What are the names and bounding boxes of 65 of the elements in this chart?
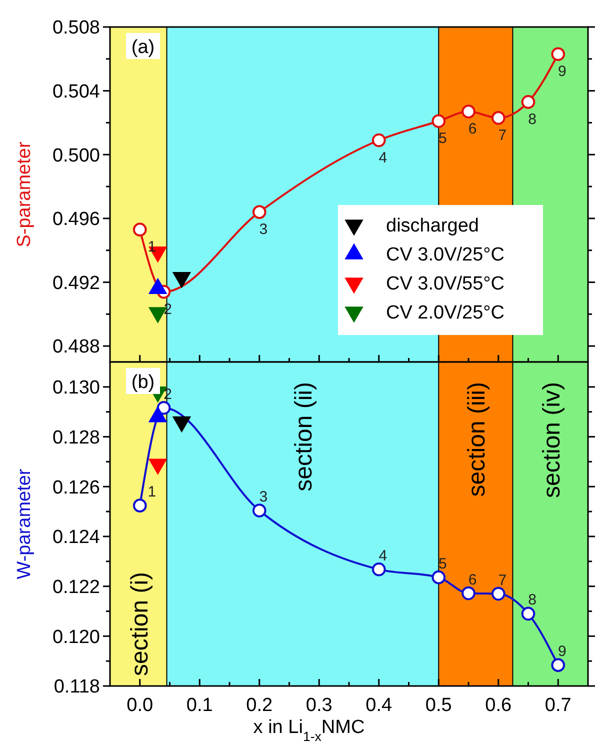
point bbox=[372, 133, 386, 148]
annotation: 9 bbox=[558, 643, 566, 660]
annotation: (b) bbox=[131, 372, 155, 393]
y-tick-label: 0.508 bbox=[52, 18, 100, 39]
point bbox=[521, 95, 536, 109]
x-tick-label: 0.7 bbox=[544, 695, 572, 716]
annotation: 6 bbox=[468, 571, 477, 588]
y-tick-label: 0.118 bbox=[54, 676, 100, 698]
annotation: 8 bbox=[528, 110, 536, 128]
point bbox=[252, 205, 266, 219]
y-axis-title: S-parameter bbox=[14, 141, 35, 248]
y-tick-label: 0.124 bbox=[52, 527, 100, 548]
point bbox=[132, 498, 147, 512]
band-label: section (iii) bbox=[464, 382, 491, 497]
x-tick-label: 0.2 bbox=[246, 695, 273, 716]
annotation: 4 bbox=[378, 547, 388, 564]
point bbox=[462, 586, 476, 600]
y-tick-label: 0.496 bbox=[52, 209, 100, 230]
band-label: section (iv) bbox=[538, 382, 566, 498]
point bbox=[462, 104, 476, 118]
x-tick-label: 0.4 bbox=[366, 695, 393, 716]
x-tick-label: 0.5 bbox=[425, 695, 452, 716]
legend-label: CV 3.0V/25°C bbox=[386, 244, 504, 266]
point bbox=[432, 570, 446, 584]
annotation: (a) bbox=[131, 37, 155, 58]
annotation: 3 bbox=[259, 221, 268, 238]
legend-label: CV 3.0V/55°C bbox=[386, 274, 504, 295]
point bbox=[372, 562, 386, 576]
point bbox=[521, 606, 536, 621]
y-tick-label: 0.126 bbox=[52, 477, 100, 498]
y-tick-label: 0.504 bbox=[52, 81, 100, 102]
annotation: 5 bbox=[438, 130, 447, 148]
legend-label: discharged bbox=[386, 216, 479, 237]
point bbox=[252, 504, 266, 518]
y-tick-label: 0.488 bbox=[52, 336, 100, 358]
text: 0.500 bbox=[52, 145, 100, 166]
legend-label: CV 2.0V/25°C bbox=[386, 302, 504, 324]
point bbox=[132, 222, 147, 236]
y-tick-label: 0.122 bbox=[52, 576, 100, 598]
text: 0.130 bbox=[52, 378, 100, 399]
point bbox=[432, 114, 446, 128]
annotation: 8 bbox=[528, 592, 536, 609]
point bbox=[551, 47, 566, 62]
y-tick-label: 0.492 bbox=[52, 272, 100, 294]
band-label: section (i) bbox=[126, 572, 154, 676]
point bbox=[551, 658, 566, 672]
x-tick-label: 0.1 bbox=[186, 695, 213, 716]
y-tick-label: 0.128 bbox=[52, 427, 100, 448]
y-axis-title: W-parameter bbox=[14, 468, 35, 580]
annotation: 4 bbox=[378, 149, 388, 166]
x-tick-label: 0.6 bbox=[485, 695, 512, 716]
annotation: 7 bbox=[498, 126, 507, 144]
point bbox=[491, 586, 506, 601]
x-axis-title: x in Li$_{1-x}$NMC bbox=[253, 717, 365, 744]
annotation: 7 bbox=[498, 572, 507, 589]
point bbox=[491, 111, 506, 125]
annotation: 1 bbox=[148, 484, 156, 501]
annotation: 5 bbox=[438, 555, 447, 572]
annotation: 6 bbox=[468, 120, 477, 138]
x-tick-label: 0.3 bbox=[306, 695, 332, 716]
band-label: section (ii) bbox=[290, 382, 318, 492]
annotation: 9 bbox=[558, 63, 566, 80]
x-tick-label: 0.0 bbox=[126, 695, 154, 716]
text: 0.120 bbox=[52, 626, 100, 648]
annotation: 3 bbox=[259, 488, 268, 506]
